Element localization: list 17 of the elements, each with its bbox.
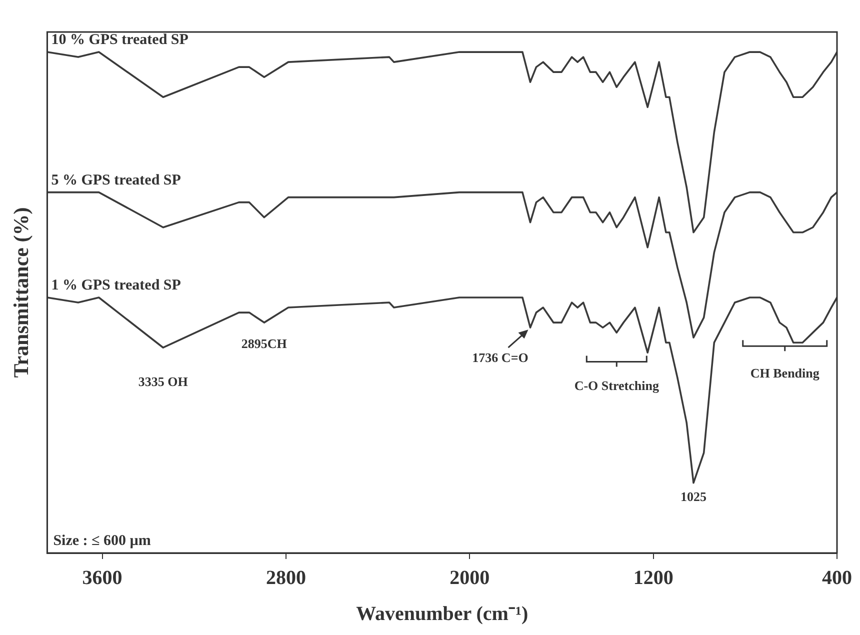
annotation: 1736 C=O bbox=[472, 350, 528, 365]
series-label: 1 % GPS treated SP bbox=[51, 278, 181, 294]
x-tick-label: 3600 bbox=[82, 567, 122, 590]
x-axis-title: Wavenumber (cm⁻¹) bbox=[356, 603, 528, 626]
x-tick-label: 400 bbox=[822, 567, 852, 590]
x-tick-label: 1200 bbox=[633, 567, 674, 590]
annotation: 1025 bbox=[680, 489, 708, 504]
series-label: 5 % GPS treated SP bbox=[51, 172, 181, 188]
annotation: 3335 OH bbox=[138, 374, 188, 389]
series-label: 10 % GPS treated SP bbox=[51, 32, 188, 48]
x-tick-label: 2000 bbox=[450, 567, 490, 590]
annotation: C-O Stretching bbox=[574, 378, 660, 394]
y-axis-title: Transmittance (%) bbox=[9, 207, 34, 378]
x-tick-label: 2800 bbox=[266, 567, 306, 590]
annotation: 2895CH bbox=[241, 336, 287, 351]
annotation: CH Bending bbox=[750, 366, 820, 381]
annotation: Size : ≤ 600 µm bbox=[53, 533, 152, 549]
